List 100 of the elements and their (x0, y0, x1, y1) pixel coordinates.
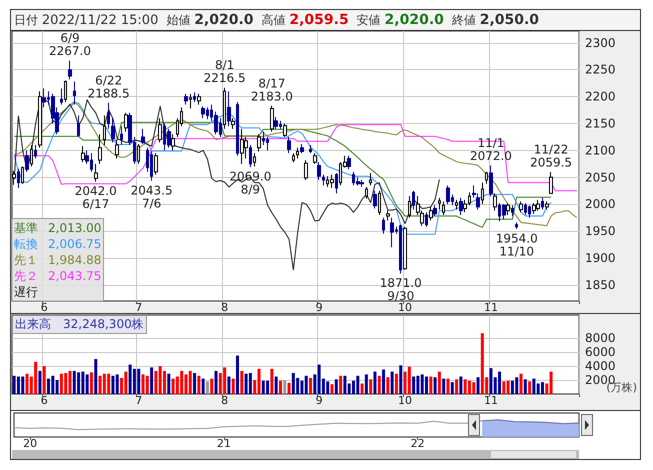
chart-title: 日付 2022/11/22 15:00 (14, 12, 158, 28)
bar (206, 381, 209, 394)
candlestick (493, 192, 497, 212)
candlestick (283, 123, 287, 138)
bar (21, 376, 24, 394)
bar (382, 370, 386, 394)
bar (412, 376, 416, 394)
candlestick (60, 88, 63, 106)
bar (210, 378, 214, 394)
candlestick (270, 105, 274, 132)
y-tick-label: 8000 (585, 331, 616, 346)
bar (274, 376, 278, 394)
annotation: 2042.0 6/17 (74, 184, 117, 212)
bar (455, 379, 458, 394)
candlestick (382, 217, 385, 234)
candlestick (408, 196, 411, 218)
candlestick (223, 87, 226, 130)
bar (94, 359, 98, 394)
candlestick (399, 224, 402, 274)
candlestick (309, 144, 312, 154)
bar (47, 378, 50, 394)
candlestick (30, 144, 33, 168)
bar (438, 372, 441, 394)
text: 基準 (14, 220, 39, 236)
bar (515, 377, 518, 394)
bar (193, 373, 196, 394)
bar (132, 368, 136, 394)
y-tick-label: 4000 (585, 359, 616, 374)
x-tick-label: 10 (398, 394, 412, 407)
x-tick-label: 7 (135, 301, 142, 314)
bar (532, 378, 536, 394)
text: 遅行 (14, 284, 39, 300)
bar (16, 376, 20, 394)
y-tick-label: 2050 (585, 170, 616, 184)
annotation: 8/1 2216.5 (204, 58, 246, 86)
bar (464, 379, 467, 394)
candlestick (515, 222, 518, 230)
bar (116, 374, 119, 394)
bar (480, 333, 484, 394)
candlestick (369, 172, 372, 186)
candlestick (304, 160, 308, 180)
candlestick (184, 93, 188, 106)
bar (476, 377, 480, 394)
text: 転換 (14, 236, 39, 252)
bar (107, 374, 110, 394)
bar (236, 356, 240, 394)
x-tick-label: 7 (135, 394, 142, 407)
bar (214, 370, 218, 394)
candlestick (236, 101, 239, 156)
candlestick (425, 212, 428, 228)
annotation: 11/22 2059.5 (530, 142, 572, 170)
bar (266, 380, 270, 394)
bar (356, 376, 360, 394)
candlestick (489, 164, 493, 197)
bar (420, 374, 424, 394)
x-tick-label: 11 (484, 301, 498, 314)
candlestick (300, 143, 304, 154)
bar (502, 381, 506, 394)
x-tick-label: 9 (316, 301, 323, 314)
candlestick (438, 197, 441, 210)
candlestick (463, 199, 467, 213)
candlestick (81, 146, 85, 163)
bar (369, 379, 372, 394)
candlestick (335, 172, 338, 194)
bar (197, 376, 200, 394)
bar (330, 384, 334, 394)
bar (459, 376, 462, 394)
bar (128, 364, 132, 394)
x-tick-label: 6 (40, 394, 48, 407)
bar (318, 364, 321, 394)
candlestick (292, 152, 295, 163)
x-tick-label: 8 (221, 301, 228, 314)
annotation: 1,984.88 (48, 252, 102, 268)
candlestick (120, 126, 123, 146)
candlestick (481, 182, 484, 205)
candlestick (103, 114, 106, 146)
candlestick (455, 199, 458, 210)
bar (51, 376, 54, 394)
annotation: 1871.0 9/30 (380, 276, 422, 304)
candlestick (412, 190, 415, 210)
y-tick-label: 2300 (585, 36, 616, 50)
text: 高値 2,059.5 (262, 12, 349, 28)
text: 終値 2,050.0 (452, 12, 540, 28)
candlestick (115, 139, 119, 159)
y-tick-label: 1850 (585, 278, 616, 292)
bar (472, 382, 476, 394)
bar (81, 372, 84, 394)
candlestick (386, 210, 390, 221)
x-tick-label: 21 (216, 437, 231, 450)
bar (390, 372, 394, 394)
bar (167, 374, 170, 394)
bar (12, 376, 16, 394)
text: 先２ (14, 268, 39, 284)
candlestick (378, 190, 381, 216)
bar (334, 379, 338, 394)
bar (373, 372, 376, 394)
candlestick (150, 150, 153, 182)
candlestick (73, 81, 76, 106)
candlestick (360, 179, 364, 188)
bar (56, 380, 59, 394)
